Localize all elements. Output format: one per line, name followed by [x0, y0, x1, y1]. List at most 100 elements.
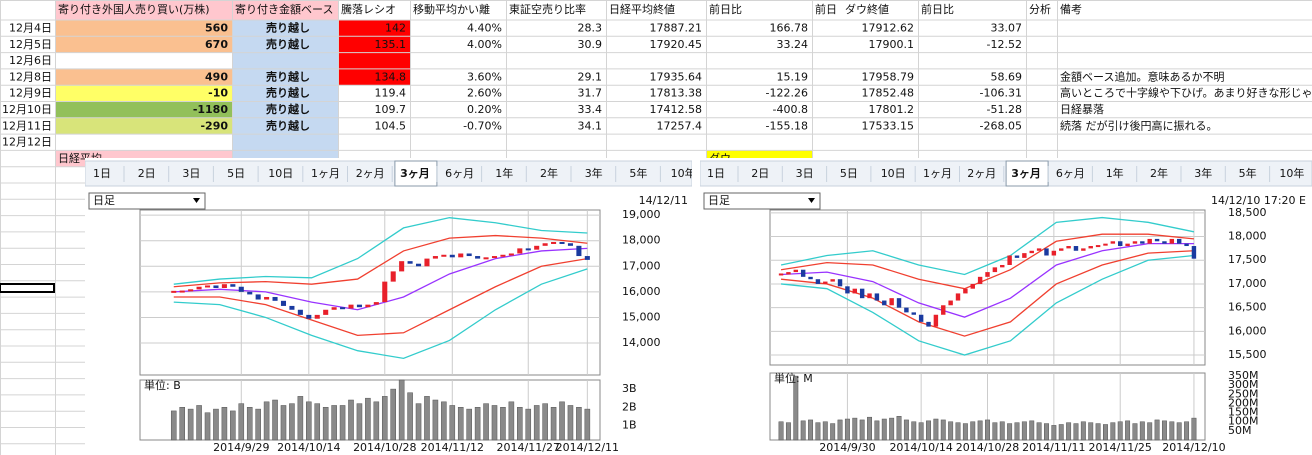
cell-value: 17887.21 [650, 22, 703, 35]
band-line [173, 257, 588, 337]
cell-value: 670 [205, 38, 228, 51]
period-tab[interactable]: 3年 [1194, 166, 1212, 180]
period-tab[interactable]: 3ヶ月 [400, 167, 430, 180]
volume-bar [844, 418, 850, 441]
candle [992, 267, 998, 273]
period-tab[interactable]: 1年 [495, 166, 513, 180]
period-tab[interactable]: 5年 [1239, 166, 1257, 180]
period-tab[interactable]: 1日 [93, 167, 111, 180]
volume-bar [955, 422, 961, 441]
volume-bar [1184, 421, 1190, 441]
y-tick-label: 17,000 [1228, 277, 1267, 290]
period-tab[interactable]: 1ヶ月 [311, 167, 340, 180]
volume-bar [339, 405, 346, 441]
period-tab[interactable]: 2日 [751, 167, 769, 180]
row-date: 12月5日 [9, 38, 52, 51]
candle [365, 304, 371, 308]
period-tab[interactable]: 6ヶ月 [445, 167, 474, 180]
period-tab[interactable]: 10日 [268, 167, 293, 180]
volume-bar [322, 407, 329, 441]
volume-bar [424, 396, 430, 441]
candle [255, 294, 261, 300]
cell-value: -122.26 [766, 87, 808, 100]
period-tab[interactable]: 10年 [1279, 166, 1304, 180]
volume-bar [584, 408, 591, 441]
column-header: 移動平均かい離 [413, 2, 490, 16]
timestamp: 14/12/11 [639, 194, 688, 207]
period-tab[interactable]: 5日 [227, 167, 245, 180]
column-header: 前日比 [921, 2, 954, 16]
header-fill [55, 0, 338, 20]
period-dropdown[interactable] [703, 192, 821, 210]
volume-bar [179, 407, 185, 441]
price-plot [139, 209, 601, 376]
period-dropdown[interactable] [88, 192, 206, 210]
volume-bar [398, 379, 405, 441]
period-tab[interactable]: 10日 [881, 167, 906, 180]
candle [340, 307, 346, 310]
candle [458, 253, 464, 258]
period-tab[interactable]: 6ヶ月 [1056, 167, 1085, 180]
cell-value: 135.1 [375, 38, 407, 51]
volume-tick-label: 350M [1228, 369, 1259, 382]
candle [852, 288, 857, 294]
period-tab[interactable]: 5日 [840, 167, 858, 180]
candle [896, 298, 902, 308]
period-tab[interactable]: 1ヶ月 [923, 167, 952, 180]
period-tab[interactable]: 1日 [707, 167, 725, 180]
volume-bar [1110, 422, 1116, 441]
cell-value: 3.60% [467, 70, 502, 83]
volume-bar [1161, 420, 1167, 441]
candle [559, 241, 565, 244]
row-date: 12月6日 [9, 54, 52, 67]
volume-tick-label: 100M [1228, 415, 1259, 428]
volume-bar [918, 422, 924, 441]
candle [280, 300, 287, 306]
cell-value: 33.24 [777, 38, 809, 51]
period-tab[interactable]: 10年 [671, 166, 696, 180]
cell-value: 2.60% [467, 87, 502, 100]
volume-bar [1132, 423, 1138, 441]
volume-unit: 単位: B [144, 378, 181, 392]
period-value: 日足 [93, 194, 115, 207]
volume-bar [466, 408, 472, 441]
candle [955, 293, 961, 301]
period-tab[interactable]: 1年 [1106, 166, 1124, 180]
period-tab[interactable]: 2ヶ月 [356, 167, 385, 180]
cell-value: -0.70% [463, 119, 502, 132]
cell-fill [55, 68, 232, 86]
candle [179, 290, 185, 293]
period-tab[interactable]: 3日 [796, 167, 814, 180]
x-tick-label: 2014/10/14 [889, 441, 952, 454]
cell-value: -51.28 [987, 103, 1022, 116]
candle [323, 309, 329, 315]
volume-bar [926, 420, 931, 441]
volume-bar [289, 403, 295, 441]
cell-value: 17801.2 [869, 103, 915, 116]
period-tab[interactable]: 2ヶ月 [967, 167, 996, 180]
volume-bar [808, 419, 814, 441]
x-tick-label: 2014/11/11 [1022, 441, 1085, 454]
volume-bar [911, 421, 917, 441]
candle [1000, 264, 1005, 268]
period-tab[interactable]: 2年 [1150, 166, 1168, 180]
volume-bar [542, 403, 548, 441]
candle [348, 304, 354, 309]
period-tab[interactable]: 3ヶ月 [1011, 167, 1041, 180]
volume-bar [474, 407, 481, 441]
candle [1176, 238, 1182, 244]
band-line [781, 243, 1194, 318]
candle [424, 258, 430, 267]
period-tab[interactable]: 3日 [182, 167, 200, 180]
volume-tick-label: 50M [1228, 424, 1252, 437]
period-tab[interactable]: 3年 [585, 166, 603, 180]
band-line [173, 234, 588, 288]
cell-fill [55, 20, 232, 37]
candle [823, 281, 828, 284]
period-tab[interactable]: 2日 [138, 167, 156, 180]
candle [1110, 241, 1116, 244]
period-tab[interactable]: 2年 [540, 166, 558, 180]
cell-value: 34.1 [578, 119, 603, 132]
cell-fill [338, 20, 410, 37]
period-tab[interactable]: 5年 [629, 166, 647, 180]
